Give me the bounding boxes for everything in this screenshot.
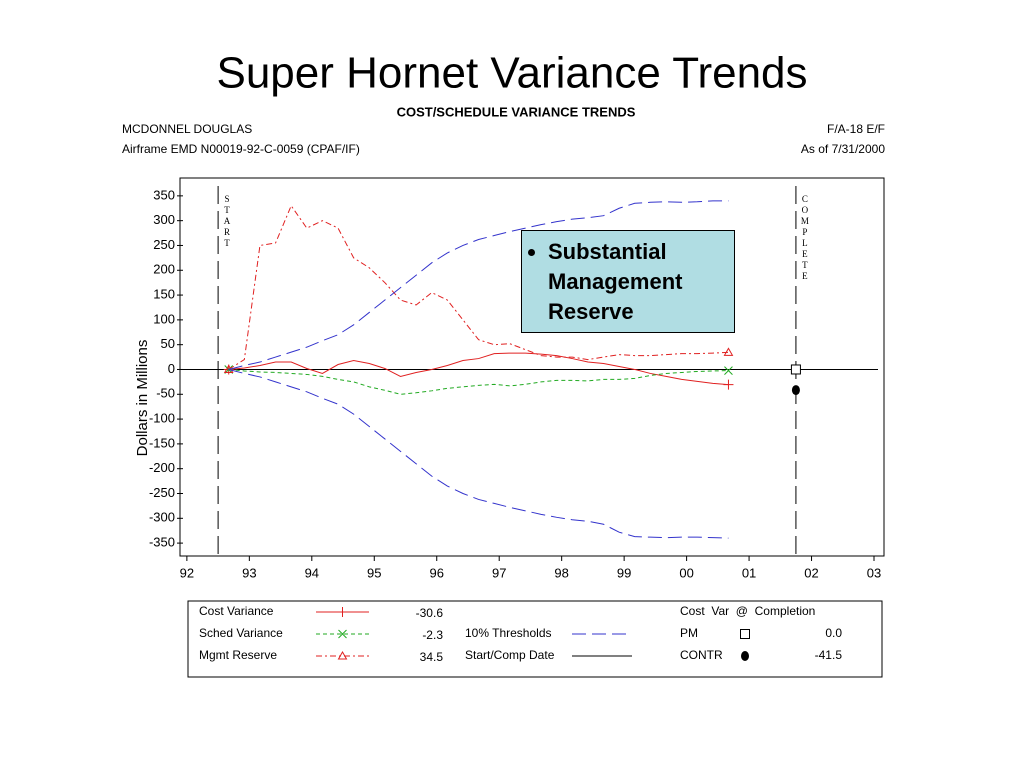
legend-value: -30.6 bbox=[416, 606, 444, 620]
legend-label: Mgmt Reserve bbox=[199, 648, 277, 662]
legend-value: 0.0 bbox=[825, 626, 842, 640]
series-marker bbox=[723, 347, 734, 356]
y-tick-label: -350 bbox=[149, 535, 175, 550]
x-tick-label: 03 bbox=[867, 565, 881, 580]
series-line bbox=[228, 352, 729, 386]
series-marker bbox=[724, 366, 733, 375]
y-tick-label: -250 bbox=[149, 485, 175, 500]
annotation: Substantial Management Reserve bbox=[548, 239, 683, 324]
legend-value: -2.3 bbox=[422, 628, 443, 642]
legend-marker bbox=[338, 629, 347, 639]
x-tick-label: 95 bbox=[367, 565, 381, 580]
y-tick-label: 150 bbox=[153, 287, 175, 302]
legend-title: Cost Var @ Completion bbox=[680, 604, 815, 618]
header-left: Airframe EMD N00019-92-C-0059 (CPAF/IF) bbox=[122, 142, 360, 156]
legend-marker bbox=[741, 651, 749, 661]
y-tick-label: -100 bbox=[149, 411, 175, 426]
y-axis-label: Dollars in Millions bbox=[134, 340, 151, 457]
y-tick-label: 50 bbox=[161, 336, 175, 351]
x-tick-label: 97 bbox=[492, 565, 506, 580]
legend-value: 34.5 bbox=[420, 650, 444, 664]
series-line bbox=[228, 368, 729, 539]
y-tick-label: 0 bbox=[168, 361, 175, 376]
y-tick-label: 200 bbox=[153, 262, 175, 277]
legend-marker bbox=[740, 629, 750, 639]
series-line bbox=[228, 200, 729, 370]
slide-title: Super Hornet Variance Trends bbox=[216, 49, 807, 98]
x-tick-label: 99 bbox=[617, 565, 631, 580]
y-tick-label: 300 bbox=[153, 212, 175, 227]
legend-marker bbox=[337, 607, 348, 617]
chart-title: COST/SCHEDULE VARIANCE TRENDS bbox=[397, 104, 636, 119]
milestone-label: COMPLETE bbox=[800, 194, 810, 282]
y-tick-label: 350 bbox=[153, 187, 175, 202]
legend-label: CONTR bbox=[680, 648, 723, 662]
x-tick-label: 00 bbox=[679, 565, 693, 580]
x-tick-label: 02 bbox=[804, 565, 818, 580]
header-right: As of 7/31/2000 bbox=[801, 142, 885, 156]
y-tick-label: -150 bbox=[149, 435, 175, 450]
header-left: MCDONNEL DOUGLAS bbox=[122, 122, 252, 136]
series-marker bbox=[723, 379, 734, 390]
plot-frame bbox=[179, 177, 885, 557]
completion-point bbox=[791, 385, 800, 396]
legend-label: 10% Thresholds bbox=[465, 626, 552, 640]
completion-point bbox=[790, 364, 801, 375]
legend-label: Sched Variance bbox=[199, 626, 283, 640]
x-tick-label: 01 bbox=[742, 565, 756, 580]
header-right: F/A-18 E/F bbox=[827, 122, 885, 136]
series-line bbox=[228, 368, 729, 395]
y-tick-label: 250 bbox=[153, 237, 175, 252]
x-tick-label: 98 bbox=[554, 565, 568, 580]
legend-label: PM bbox=[680, 626, 698, 640]
x-tick-label: 94 bbox=[305, 565, 319, 580]
y-tick-label: -50 bbox=[156, 386, 175, 401]
legend-label: Cost Variance bbox=[199, 604, 274, 618]
series-line bbox=[228, 204, 729, 370]
x-tick-label: 96 bbox=[430, 565, 444, 580]
legend-marker bbox=[337, 650, 348, 660]
x-tick-label: 92 bbox=[180, 565, 194, 580]
legend-label: Start/Comp Date bbox=[465, 648, 555, 662]
x-tick-label: 93 bbox=[242, 565, 256, 580]
milestone-label: START bbox=[222, 194, 232, 249]
legend-value: -41.5 bbox=[815, 648, 843, 662]
y-tick-label: -200 bbox=[149, 460, 175, 475]
y-tick-label: 100 bbox=[153, 311, 175, 326]
legend-frame bbox=[187, 600, 883, 678]
annotation-box: Substantial Management Reserve bbox=[521, 230, 735, 333]
y-tick-label: -300 bbox=[149, 510, 175, 525]
